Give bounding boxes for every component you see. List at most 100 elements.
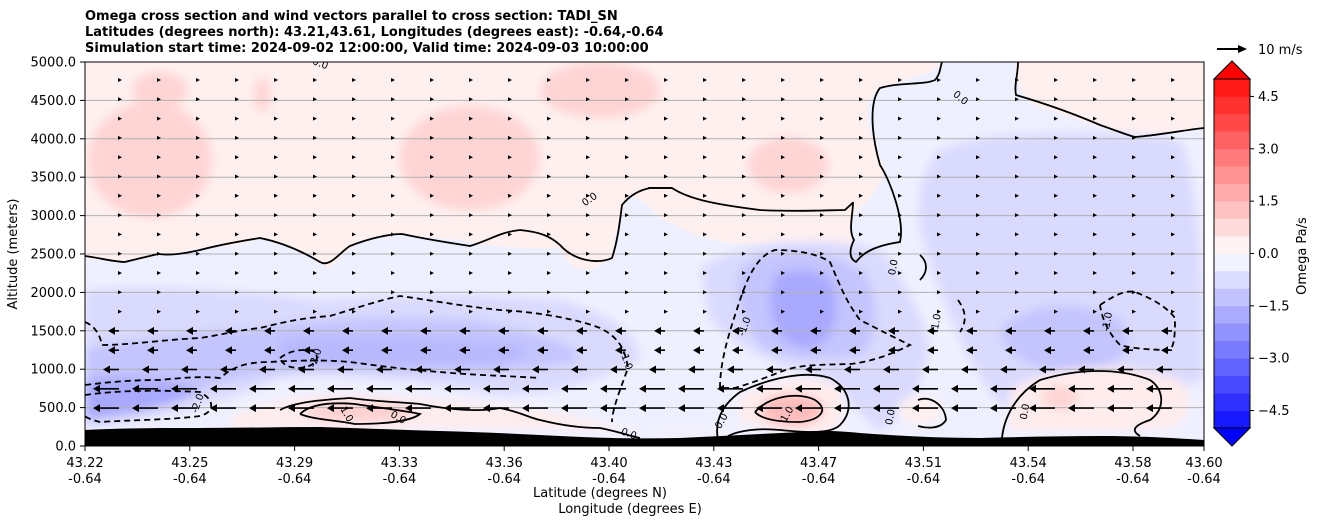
y-tick-label: 4500.0 bbox=[31, 94, 77, 109]
wind-vector-head bbox=[610, 365, 617, 374]
wind-vector bbox=[703, 290, 707, 295]
colorbar-segment bbox=[1214, 323, 1250, 342]
y-axis-label: Altitude (meters) bbox=[6, 199, 21, 310]
wind-vector-head bbox=[537, 326, 544, 335]
wind-vector bbox=[1171, 155, 1175, 160]
wind-vector bbox=[703, 155, 707, 160]
wind-vector bbox=[391, 290, 395, 295]
wind-vector bbox=[469, 271, 473, 275]
wind-vector bbox=[352, 290, 356, 295]
wind-vector bbox=[430, 309, 434, 314]
wind-vector-head bbox=[678, 384, 685, 393]
wind-vector bbox=[196, 232, 200, 237]
minus-one-contour-right bbox=[957, 299, 966, 333]
wind-vector bbox=[274, 78, 278, 82]
wind-vector bbox=[313, 174, 317, 179]
wind-vector-head bbox=[1146, 404, 1153, 413]
y-tick-label: 2500.0 bbox=[31, 248, 77, 263]
omega-contours bbox=[85, 62, 1204, 441]
wind-vector bbox=[664, 213, 668, 218]
wind-vector-head bbox=[327, 404, 334, 413]
wind-vector-head bbox=[649, 365, 656, 374]
wind-vector-head bbox=[961, 365, 968, 374]
zero-contour-upper bbox=[85, 187, 672, 265]
wind-vector bbox=[664, 155, 668, 160]
wind-vector-head bbox=[303, 326, 310, 335]
wind-vector bbox=[1171, 174, 1175, 179]
chart-title-line-2: Latitudes (degrees north): 43.21,43.61, … bbox=[85, 25, 664, 40]
wind-vector-head bbox=[1039, 365, 1046, 374]
wind-vector bbox=[937, 251, 941, 256]
wind-vector-head bbox=[834, 384, 841, 393]
minus-one-contour-left bbox=[85, 295, 629, 423]
wind-vector bbox=[1171, 116, 1175, 121]
wind-vector bbox=[274, 155, 278, 160]
wind-vector bbox=[274, 232, 278, 237]
wind-vector bbox=[976, 251, 980, 256]
wind-vector-head bbox=[873, 384, 880, 393]
wind-vector-head bbox=[927, 326, 934, 335]
wind-vector bbox=[1171, 271, 1175, 275]
wind-vector bbox=[508, 193, 512, 198]
zero-contour-upper-right bbox=[1014, 62, 1204, 138]
wind-vector bbox=[703, 309, 707, 314]
wind-vector-head bbox=[1146, 384, 1153, 393]
wind-vector bbox=[820, 213, 824, 218]
wind-vector bbox=[1054, 271, 1058, 275]
wind-vector bbox=[430, 193, 434, 198]
wind-vector bbox=[196, 174, 200, 179]
wind-vector bbox=[976, 97, 980, 102]
colorbar-segment bbox=[1214, 131, 1250, 150]
wind-vector bbox=[937, 78, 941, 82]
wind-vector bbox=[1132, 155, 1136, 160]
colorbar-tick-label: 4.5 bbox=[1258, 90, 1279, 105]
colorbar-segment bbox=[1214, 79, 1250, 97]
wind-vectors bbox=[93, 78, 1175, 413]
wind-vector bbox=[1171, 232, 1175, 237]
wind-vector bbox=[937, 290, 941, 295]
wind-vector bbox=[625, 155, 629, 160]
wind-vector bbox=[469, 135, 473, 140]
colorbar-segment bbox=[1214, 358, 1250, 376]
wind-vector bbox=[313, 251, 317, 256]
x-tick-label-lon: -0.64 bbox=[173, 472, 207, 487]
wind-vector bbox=[430, 213, 434, 218]
positive-omega-lower-region bbox=[230, 367, 1189, 439]
wind-vector bbox=[859, 309, 863, 314]
wind-vector bbox=[586, 155, 590, 160]
wind-vector-head bbox=[912, 404, 919, 413]
wind-vector bbox=[976, 271, 980, 275]
x-tick-label-lat: 43.36 bbox=[486, 456, 523, 471]
wind-vector bbox=[1093, 78, 1097, 82]
colorbar-tick-label: −4.5 bbox=[1258, 404, 1290, 419]
wind-vector bbox=[664, 174, 668, 179]
wind-vector bbox=[391, 97, 395, 102]
wind-vector-head bbox=[522, 384, 529, 393]
wind-vector bbox=[820, 271, 824, 275]
wind-vector bbox=[274, 309, 278, 314]
wind-vector bbox=[976, 232, 980, 237]
wind-vector bbox=[586, 78, 590, 82]
wind-vector-head bbox=[771, 326, 778, 335]
wind-vector bbox=[430, 232, 434, 237]
plot-area: 0.00.00.00.00.00.00.00.0 0.0-2.0-2.0-1.0-… bbox=[85, 62, 1204, 446]
contour-label: 0.0 bbox=[884, 408, 898, 426]
wind-vector bbox=[625, 290, 629, 295]
wind-vector bbox=[742, 135, 746, 140]
wind-vector bbox=[664, 116, 668, 121]
x-axis-label-line-1: Latitude (degrees N) bbox=[533, 486, 667, 501]
wind-vector bbox=[274, 174, 278, 179]
wind-vector bbox=[1015, 174, 1019, 179]
wind-vector bbox=[1132, 97, 1136, 102]
wind-vector bbox=[1015, 193, 1019, 198]
wind-vector bbox=[742, 271, 746, 275]
wind-vector bbox=[391, 155, 395, 160]
wind-vector-head bbox=[288, 404, 295, 413]
wind-vector bbox=[469, 174, 473, 179]
wind-vector-head bbox=[288, 384, 295, 393]
x-tick-label-lat: 43.54 bbox=[1010, 456, 1047, 471]
wind-vector bbox=[820, 309, 824, 314]
wind-vector bbox=[898, 78, 902, 82]
y-axis: 0.0 500.0 1000.0 1500.0 2000.0 2500.0 3000.0 35… bbox=[31, 56, 85, 455]
colorbar-segment bbox=[1214, 201, 1250, 219]
